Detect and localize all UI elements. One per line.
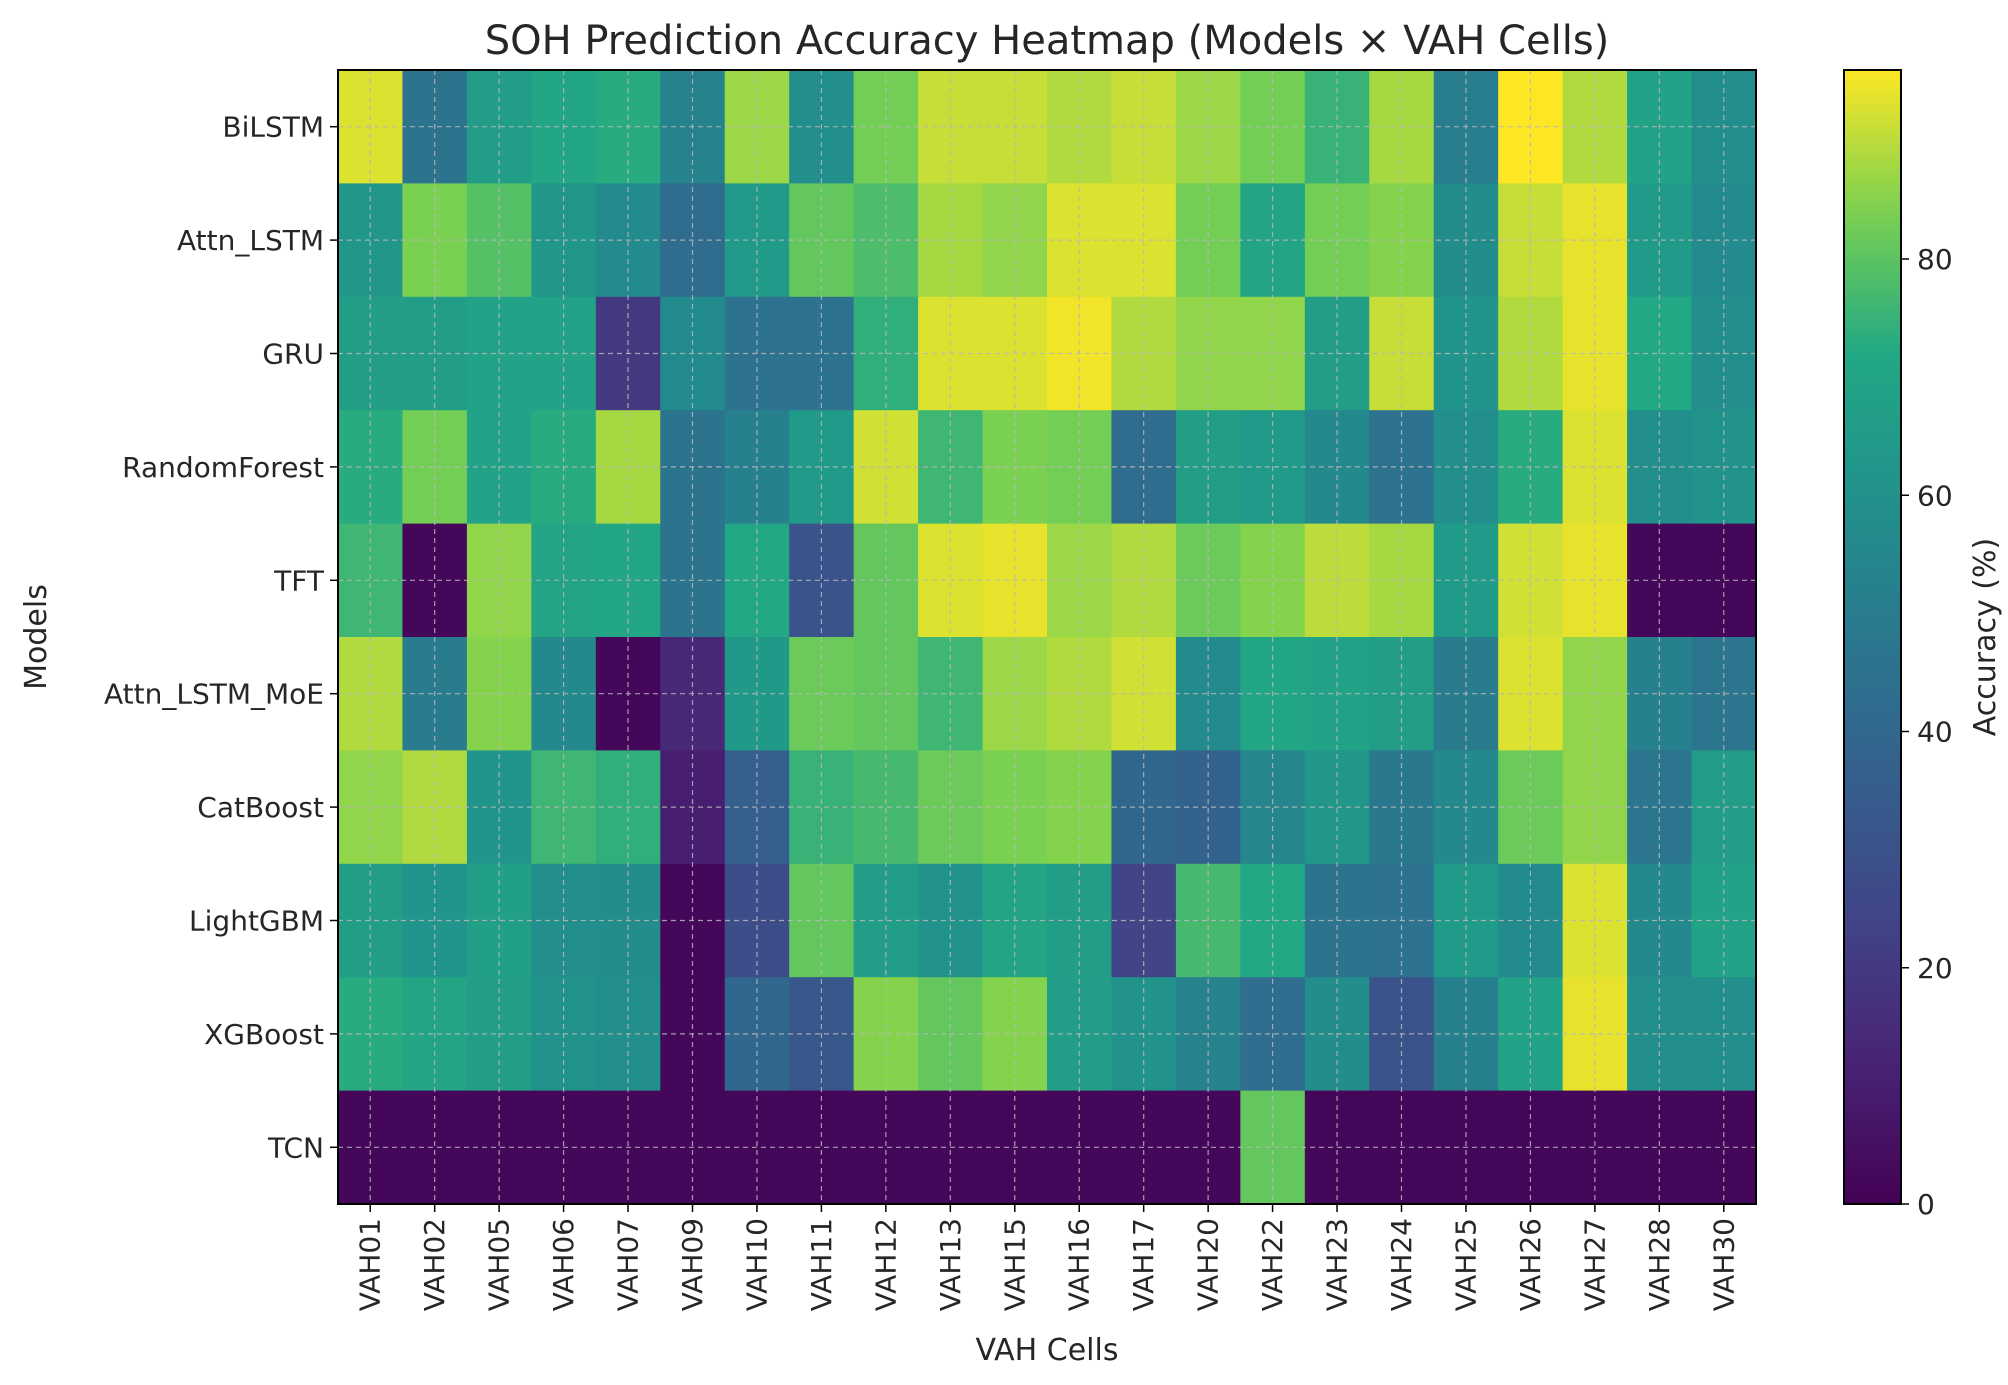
y-axis-label: Models: [19, 584, 54, 690]
grid-lines: [338, 70, 1756, 1204]
colorbar-tick-label: 80: [1917, 243, 1953, 276]
colorbar-ticks: 0 20 40 60 80: [1901, 243, 1953, 1221]
y-tick-label: Attn_LSTM: [177, 224, 324, 257]
colorbar-tick-label: 60: [1917, 479, 1953, 512]
x-tick-label: VAH12: [869, 1218, 902, 1311]
x-tick-label: VAH16: [1063, 1218, 1096, 1311]
x-tick-label: VAH23: [1321, 1218, 1354, 1311]
plot-frame: [337, 69, 1757, 1205]
x-tick-label: VAH11: [805, 1218, 838, 1311]
x-axis-label: VAH Cells: [976, 1333, 1119, 1368]
x-tick-label: VAH05: [483, 1218, 516, 1311]
x-tick-label: VAH30: [1707, 1218, 1740, 1311]
x-tick-label: VAH01: [354, 1218, 387, 1311]
y-tick-label: GRU: [262, 338, 324, 371]
x-tick-label: VAH28: [1643, 1218, 1676, 1311]
y-tick-label: Attn_LSTM_MoE: [104, 678, 324, 711]
y-tick-label: TFT: [273, 564, 325, 597]
x-tick-label: VAH07: [612, 1218, 645, 1311]
x-tick-label: VAH26: [1514, 1218, 1547, 1311]
x-tick-label: VAH22: [1256, 1218, 1289, 1311]
x-tick-label: VAH10: [740, 1218, 773, 1311]
x-tick-label: VAH24: [1385, 1218, 1418, 1311]
colorbar: 0 20 40 60 80 Accuracy (%): [1843, 69, 2003, 1221]
x-tick-label: VAH15: [998, 1218, 1031, 1311]
x-tick-label: VAH20: [1192, 1218, 1225, 1311]
y-axis-ticks: BiLSTM Attn_LSTM GRU RandomForest TFT Attn_LS…: [104, 111, 338, 1164]
x-tick-label: VAH13: [934, 1218, 967, 1311]
colorbar-gradient: [1843, 69, 1902, 1205]
colorbar-tick-label: 0: [1917, 1188, 1935, 1221]
x-tick-label: VAH02: [418, 1218, 451, 1311]
y-tick-label: RandomForest: [122, 451, 324, 484]
colorbar-label: Accuracy (%): [1968, 538, 2003, 736]
y-tick-label: BiLSTM: [222, 111, 324, 144]
colorbar-tick-label: 40: [1917, 716, 1953, 749]
x-axis-ticks: VAH01 VAH02 VAH05 VAH06 VAH07 VAH09 VAH10 VAH11…: [354, 1204, 1740, 1311]
x-tick-label: VAH17: [1127, 1218, 1160, 1311]
y-tick-label: XGBoost: [204, 1018, 324, 1051]
x-tick-label: VAH27: [1578, 1218, 1611, 1311]
x-tick-label: VAH06: [547, 1218, 580, 1311]
x-tick-label: VAH09: [676, 1218, 709, 1311]
y-tick-label: TCN: [267, 1131, 324, 1164]
y-tick-label: LightGBM: [189, 905, 324, 938]
colorbar-tick-label: 20: [1917, 952, 1953, 985]
x-tick-label: VAH25: [1449, 1218, 1482, 1311]
y-tick-label: CatBoost: [197, 791, 324, 824]
chart-title: SOH Prediction Accuracy Heatmap (Models …: [485, 18, 1610, 64]
heatmap-cells: [338, 70, 1757, 1205]
